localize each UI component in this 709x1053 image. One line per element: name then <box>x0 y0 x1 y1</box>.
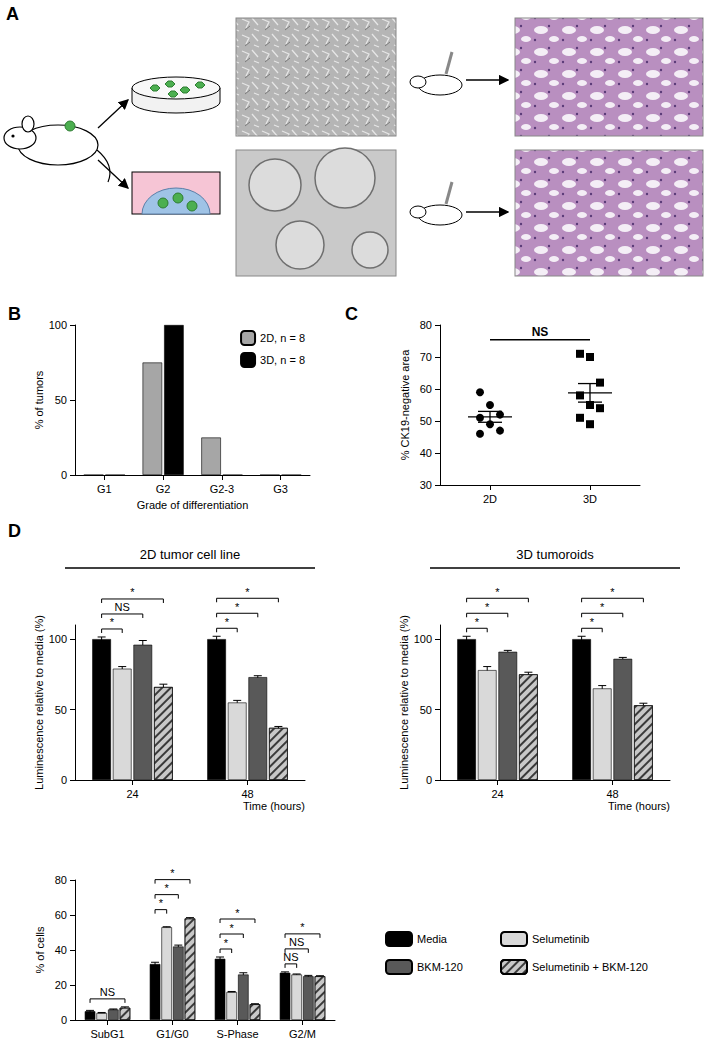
svg-text:100: 100 <box>49 633 67 645</box>
svg-text:60: 60 <box>55 909 67 921</box>
svg-text:% of tumors: % of tumors <box>33 370 45 429</box>
svg-text:2D: 2D <box>483 493 497 505</box>
svg-text:C: C <box>345 304 358 324</box>
svg-text:Selumetinib: Selumetinib <box>532 933 589 945</box>
svg-text:% CK19-negative area: % CK19-negative area <box>399 349 411 461</box>
svg-text:48: 48 <box>606 788 618 800</box>
svg-text:Time (hours): Time (hours) <box>608 800 670 812</box>
svg-text:*: * <box>610 586 615 598</box>
svg-text:0: 0 <box>426 774 432 786</box>
svg-text:*: * <box>600 601 605 613</box>
svg-text:3D tumoroids: 3D tumoroids <box>516 547 594 562</box>
svg-text:*: * <box>159 897 164 909</box>
svg-text:G1: G1 <box>97 483 112 495</box>
svg-text:NS: NS <box>115 601 130 613</box>
svg-text:0: 0 <box>61 774 67 786</box>
svg-text:80: 80 <box>420 319 432 331</box>
svg-text:*: * <box>110 616 115 628</box>
svg-text:S-Phase: S-Phase <box>216 1028 258 1040</box>
svg-text:G2/M: G2/M <box>289 1028 316 1040</box>
svg-text:*: * <box>495 586 500 598</box>
svg-text:60: 60 <box>420 383 432 395</box>
svg-text:NS: NS <box>289 936 304 948</box>
svg-text:Time (hours): Time (hours) <box>243 800 305 812</box>
svg-text:NS: NS <box>100 986 115 998</box>
svg-text:SubG1: SubG1 <box>90 1028 124 1040</box>
svg-text:B: B <box>8 304 21 324</box>
svg-text:*: * <box>475 616 480 628</box>
svg-text:24: 24 <box>491 788 503 800</box>
svg-text:0: 0 <box>61 469 67 481</box>
svg-text:3D: 3D <box>583 493 597 505</box>
svg-text:40: 40 <box>55 944 67 956</box>
svg-text:A: A <box>6 4 19 24</box>
svg-text:*: * <box>224 937 229 949</box>
svg-text:*: * <box>165 882 170 894</box>
svg-text:*: * <box>235 907 240 919</box>
svg-text:% of cells: % of cells <box>34 926 46 974</box>
svg-text:D: D <box>8 521 21 541</box>
svg-text:G1/G0: G1/G0 <box>156 1028 188 1040</box>
svg-text:0: 0 <box>61 1014 67 1026</box>
svg-text:Media: Media <box>417 933 448 945</box>
svg-text:BKM-120: BKM-120 <box>417 961 463 973</box>
svg-text:G2: G2 <box>156 483 171 495</box>
svg-text:2D tumor cell line: 2D tumor cell line <box>140 547 240 562</box>
svg-text:NS: NS <box>532 325 549 339</box>
svg-text:*: * <box>590 616 595 628</box>
svg-text:3D, n = 8: 3D, n = 8 <box>260 354 305 366</box>
svg-text:30: 30 <box>420 479 432 491</box>
svg-text:80: 80 <box>55 874 67 886</box>
svg-text:Grade of differentiation: Grade of differentiation <box>137 499 249 511</box>
svg-text:50: 50 <box>420 415 432 427</box>
svg-text:G2-3: G2-3 <box>210 483 234 495</box>
svg-text:40: 40 <box>420 447 432 459</box>
svg-text:100: 100 <box>49 319 67 331</box>
svg-text:24: 24 <box>126 788 138 800</box>
svg-text:50: 50 <box>420 704 432 716</box>
svg-text:*: * <box>170 867 175 879</box>
svg-text:Luminescence relative to media: Luminescence relative to media (%) <box>33 615 45 790</box>
svg-text:100: 100 <box>414 633 432 645</box>
svg-text:*: * <box>225 616 230 628</box>
svg-text:*: * <box>245 586 250 598</box>
svg-text:*: * <box>300 921 305 933</box>
svg-text:*: * <box>130 586 135 598</box>
svg-text:70: 70 <box>420 351 432 363</box>
svg-text:*: * <box>485 601 490 613</box>
svg-text:Luminescence relative to media: Luminescence relative to media (%) <box>398 615 410 790</box>
svg-text:*: * <box>235 601 240 613</box>
svg-text:50: 50 <box>55 704 67 716</box>
svg-text:48: 48 <box>241 788 253 800</box>
svg-text:Selumetinib + BKM-120: Selumetinib + BKM-120 <box>532 961 648 973</box>
svg-text:*: * <box>230 922 235 934</box>
svg-text:50: 50 <box>55 394 67 406</box>
svg-text:20: 20 <box>55 979 67 991</box>
svg-text:G3: G3 <box>273 483 288 495</box>
svg-text:NS: NS <box>283 951 298 963</box>
svg-text:2D, n = 8: 2D, n = 8 <box>260 332 305 344</box>
